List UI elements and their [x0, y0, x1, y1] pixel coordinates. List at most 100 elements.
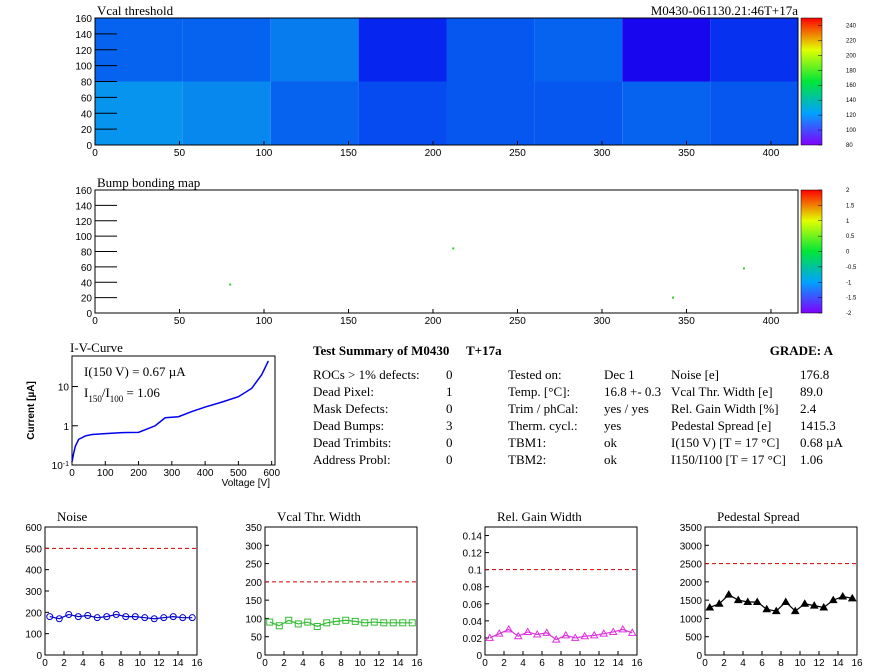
- z-tick-label: 80: [846, 143, 853, 149]
- y-tick-label: 0.02: [463, 634, 483, 645]
- z-tick-label: 200: [846, 53, 857, 59]
- heatmap-cell: [182, 81, 271, 145]
- marker: [294, 620, 302, 628]
- x-tick-label: 14: [832, 658, 844, 669]
- x-tick-label: 4: [520, 658, 526, 669]
- x-tick-label: 200: [130, 468, 147, 479]
- z-tick-label: 180: [846, 68, 857, 74]
- x-tick-label: 8: [778, 658, 784, 669]
- x-tick-label: 0: [69, 468, 75, 479]
- z-tick-label: 120: [846, 113, 857, 119]
- iv-annotation-part: I: [84, 385, 88, 400]
- summary-value: 1.06: [800, 452, 823, 467]
- summary-grade: GRADE: A: [770, 343, 834, 358]
- y-tick-label: 140: [75, 201, 92, 212]
- z-tick-label: 220: [846, 38, 857, 44]
- summary-label: Pedestal Spread [e]: [671, 418, 771, 433]
- marker: [809, 601, 819, 609]
- summary-value: yes / yes: [604, 401, 649, 416]
- plot-frame: [264, 526, 418, 656]
- small-title: Noise: [57, 509, 88, 524]
- y-tick-label: 3000: [680, 541, 703, 552]
- x-tick-label: 0: [42, 658, 48, 669]
- x-tick-label: 400: [197, 468, 214, 479]
- marker: [408, 619, 416, 627]
- y-tick-label: 100: [245, 614, 262, 625]
- y-tick-label-part: 10: [52, 461, 64, 472]
- x-tick-label: 2: [721, 658, 727, 669]
- summary-tag: T+17a: [466, 343, 502, 358]
- heatmap-cell: [270, 81, 359, 145]
- y-tick-label: 0: [86, 309, 92, 320]
- marker: [599, 629, 609, 637]
- marker: [781, 597, 791, 605]
- y-tick-label: 150: [245, 596, 262, 607]
- summary-label: Mask Defects:: [313, 401, 388, 416]
- summary-label: Trim / phCal:: [508, 401, 578, 416]
- marker: [65, 610, 73, 618]
- y-tick-label: 60: [81, 93, 93, 104]
- summary-value: 0: [446, 435, 453, 450]
- z-tick-label: 240: [846, 23, 857, 29]
- x-tick-label: 50: [174, 148, 186, 159]
- small-title: Rel. Gain Width: [497, 509, 582, 524]
- marker: [112, 610, 120, 618]
- marker: [771, 606, 781, 615]
- plot-frame: [704, 526, 858, 656]
- heatmap-cell: [622, 81, 711, 145]
- marker: [743, 597, 753, 605]
- map-title: Bump bonding map: [97, 175, 200, 190]
- marker: [46, 613, 54, 621]
- marker: [485, 633, 495, 641]
- marker: [188, 614, 196, 622]
- z-tick-label: -2: [846, 311, 852, 317]
- x-tick-label: 300: [594, 316, 611, 327]
- iv-annotation: I150/I100 = 1.06: [84, 385, 160, 404]
- plot-frame: [484, 526, 638, 656]
- y-tick-label: 0: [256, 651, 262, 662]
- summary-label: Tested on:: [508, 367, 562, 382]
- y-tick-label: 400: [25, 566, 42, 577]
- marker: [790, 606, 800, 615]
- marker: [589, 630, 599, 639]
- series-line: [709, 593, 853, 612]
- summary-value: 3: [446, 418, 453, 433]
- marker: [361, 619, 369, 627]
- x-tick-label: 14: [612, 658, 624, 669]
- marker: [370, 618, 378, 626]
- y-tick-label: 40: [81, 109, 93, 120]
- heatmap-cell: [446, 81, 535, 145]
- x-tick-label: 250: [509, 148, 526, 159]
- x-tick-label: 14: [172, 658, 184, 669]
- y-tick-label: 160: [75, 14, 92, 25]
- marker: [532, 630, 542, 638]
- y-tick-label-part: -1: [63, 461, 69, 468]
- y-tick-label: 0: [86, 141, 92, 152]
- x-tick-label: 150: [340, 148, 357, 159]
- summary-value: ok: [604, 435, 618, 450]
- y-tick-label: 120: [75, 46, 92, 57]
- marker: [714, 599, 724, 607]
- y-tick-label: 500: [25, 544, 42, 555]
- plot-frame: [71, 355, 276, 466]
- summary-label: Dead Bumps:: [313, 418, 384, 433]
- marker: [342, 616, 350, 624]
- x-tick-label: 50: [174, 316, 186, 327]
- summary-label: I150/I100 [T = 17 °C]: [671, 452, 786, 467]
- heatmap-cell: [534, 81, 623, 145]
- y-tick-label: 80: [81, 248, 93, 259]
- marker: [141, 614, 149, 622]
- y-tick-label: 100: [75, 62, 92, 73]
- heatmap-cell: [358, 81, 447, 145]
- z-tick-label: 100: [846, 128, 857, 134]
- x-tick-label: 6: [539, 658, 545, 669]
- marker: [131, 613, 139, 621]
- x-tick-label: 10: [574, 658, 586, 669]
- x-tick-label: 4: [740, 658, 746, 669]
- z-tick-label: 1.5: [846, 203, 855, 209]
- marker: [351, 617, 359, 625]
- heatmap-cell: [710, 81, 798, 145]
- summary-value: 0: [446, 401, 453, 416]
- y-tick-label: 0.06: [463, 600, 483, 611]
- marker: [513, 631, 523, 640]
